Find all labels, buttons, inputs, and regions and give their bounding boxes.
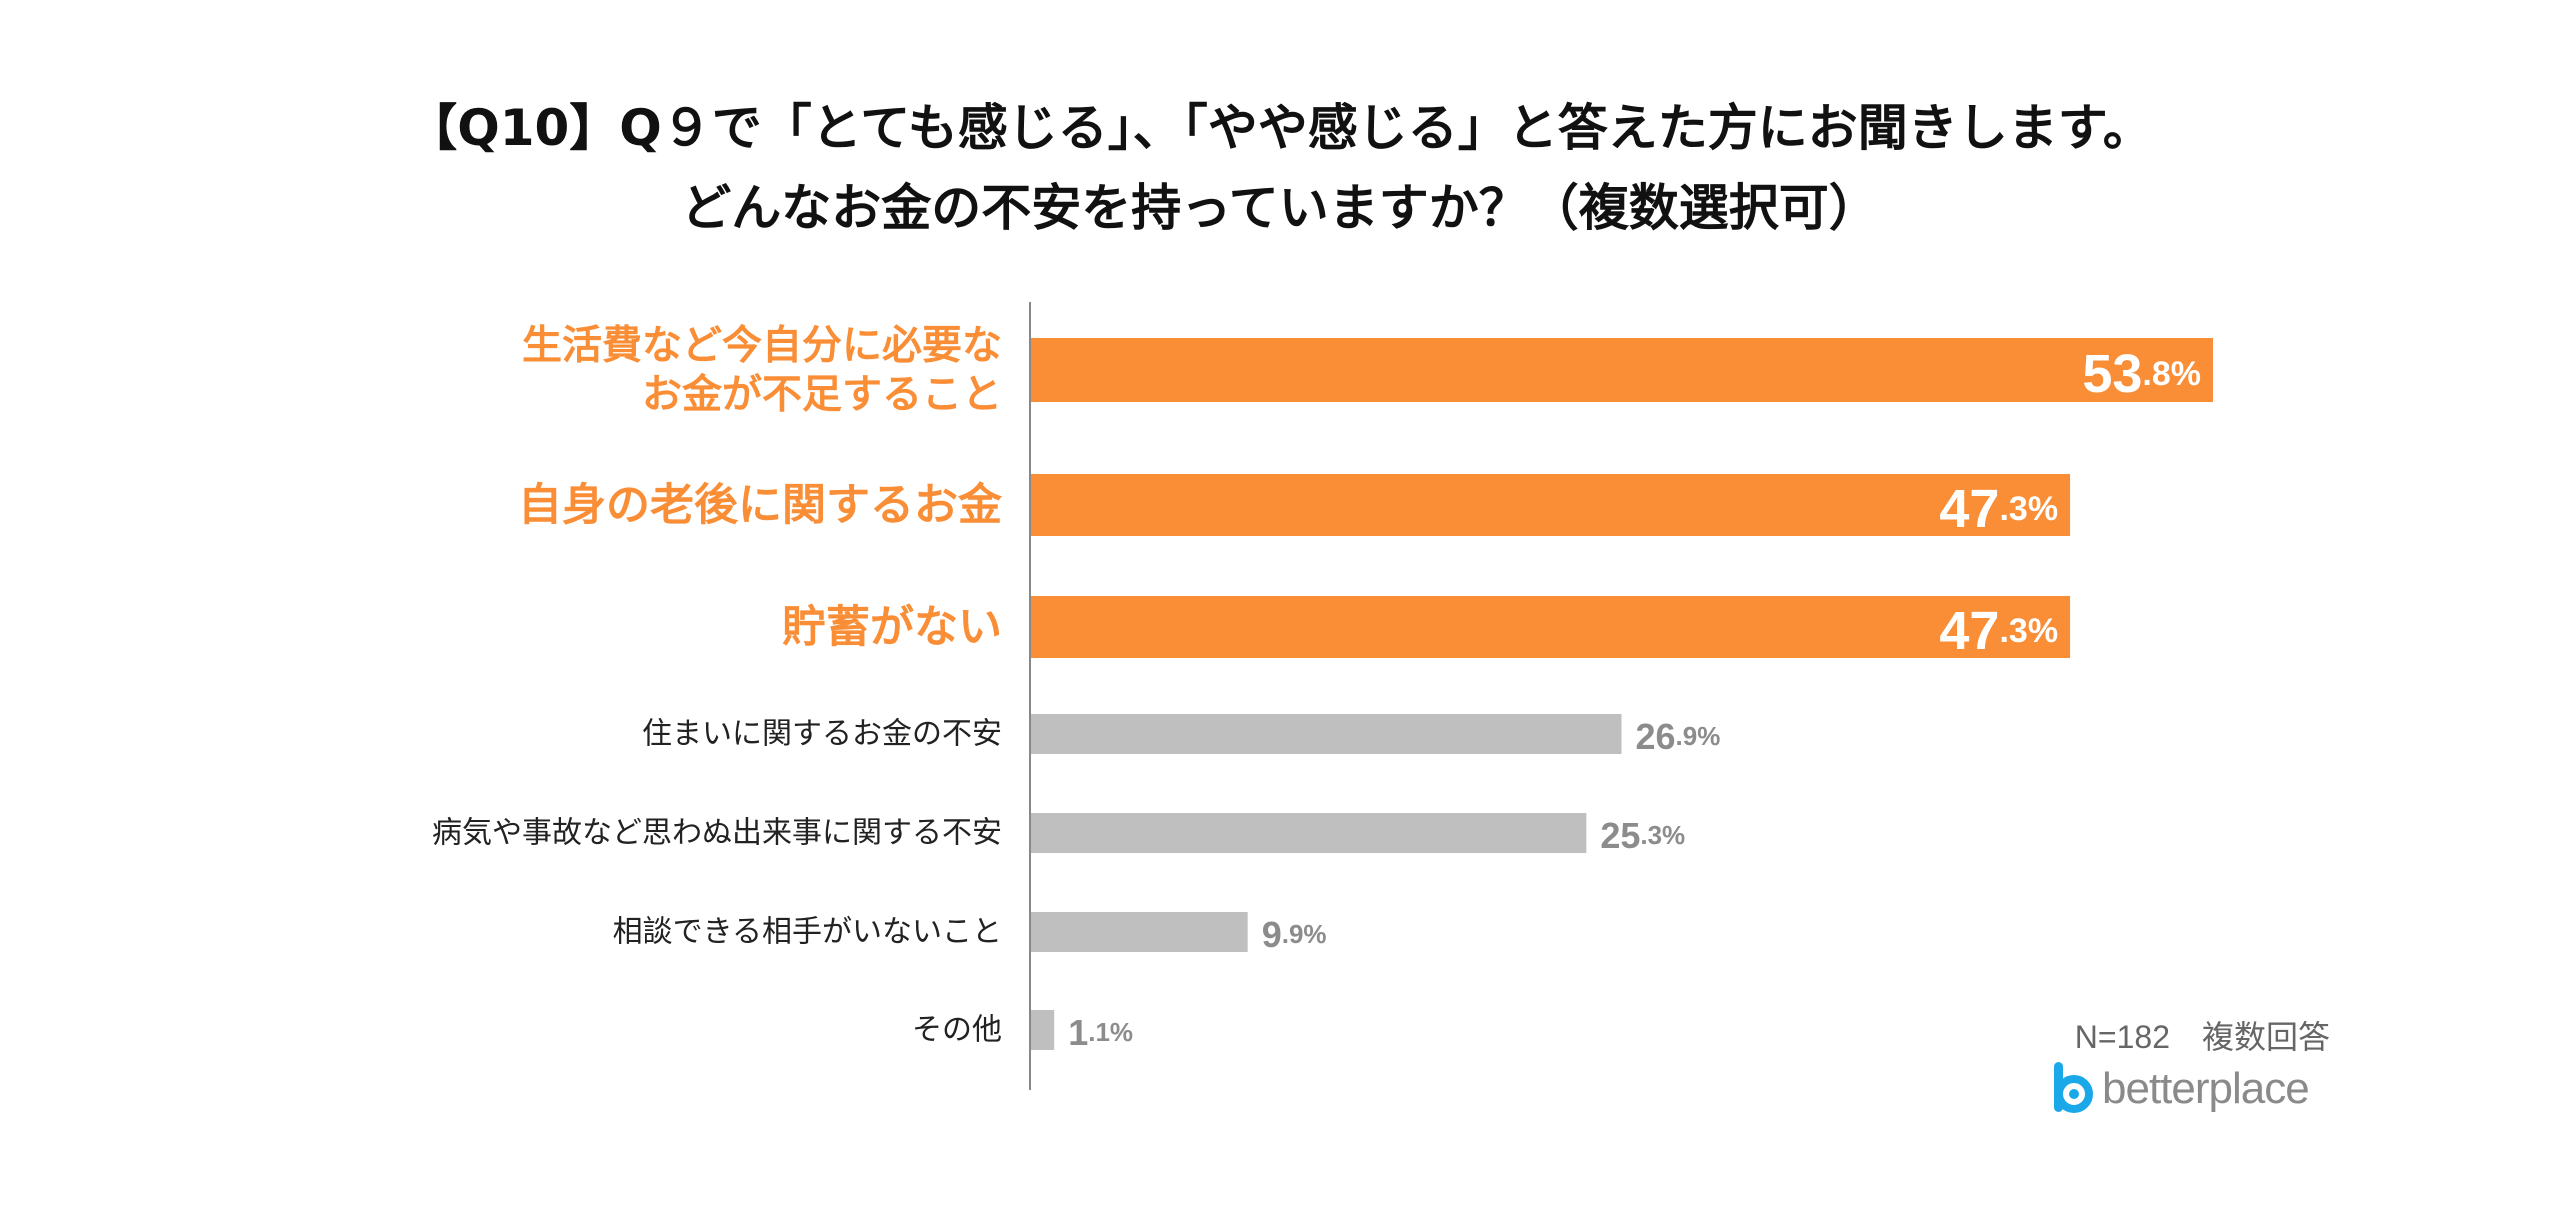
value-label-6: 1.1% (1068, 1012, 1133, 1053)
category-label-3: 住まいに関するお金の不安 (642, 717, 1002, 752)
value-label-4: 25.3% (1600, 815, 1685, 856)
value-label-1: 47.3% (1939, 479, 2058, 539)
betterplace-logo: betterplace (2050, 1060, 2310, 1118)
category-label-4: 病気や事故など思わぬ出来事に関する不安 (432, 816, 1002, 851)
sample-size-note: N=182 複数回答 (2074, 1019, 2330, 1055)
chart-title-line-1: 【Q10】Q９で「とても感じる」、「やや感じる」と答えた方にお聞きします。 (407, 99, 2153, 157)
category-label-0-line-1: お金が不足すること (642, 371, 1002, 417)
bar-4 (1030, 813, 1587, 853)
category-label-2: 貯蓄がない (782, 602, 1002, 653)
logo-text: betterplace (2102, 1064, 2310, 1113)
chart-title-line-2: どんなお金の不安を持っていますか？（複数選択可） (681, 179, 1879, 237)
bar-3 (1030, 714, 1622, 754)
value-label-5: 9.9% (1262, 914, 1327, 955)
category-label-6: その他 (912, 1013, 1002, 1048)
betterplace-logo-icon (2054, 1062, 2093, 1113)
bar-0 (1030, 338, 2213, 402)
chart-title: 【Q10】Q９で「とても感じる」、「やや感じる」と答えた方にお聞きします。 どん… (0, 88, 2560, 248)
category-label-1: 自身の老後に関するお金 (518, 480, 1003, 531)
category-label-0-line-0: 生活費など今自分に必要な (522, 323, 1002, 369)
bar-5 (1030, 912, 1248, 952)
bar-2 (1030, 596, 2071, 658)
bar-1 (1030, 474, 2071, 536)
value-label-0: 53.8% (2082, 344, 2201, 404)
value-label-3: 26.9% (1636, 716, 1721, 757)
bar-6 (1030, 1010, 1055, 1050)
category-label-5: 相談できる相手がいないこと (613, 915, 1002, 950)
value-label-2: 47.3% (1939, 601, 2058, 661)
